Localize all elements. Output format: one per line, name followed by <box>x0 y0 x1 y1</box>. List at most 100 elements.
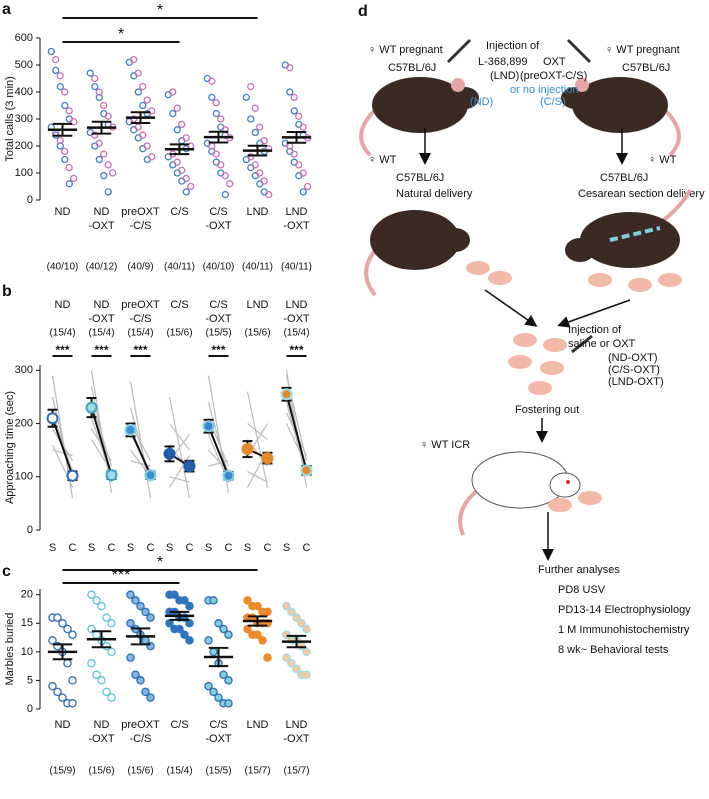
data-point <box>253 630 262 639</box>
no-injection-group: (ND) <box>470 96 493 108</box>
y-tick-label: 600 <box>15 32 33 44</box>
mean-point <box>261 452 274 465</box>
data-point <box>65 180 73 188</box>
x-tick-label: S <box>244 542 251 554</box>
x-tick-label: LND -OXT <box>283 719 310 745</box>
data-point <box>178 120 186 129</box>
individual-line <box>130 460 151 467</box>
data-point <box>221 126 229 134</box>
n-label: (15/6) <box>88 766 114 777</box>
data-point <box>68 699 77 708</box>
individual-line <box>285 402 308 477</box>
diagram: d ♀ WT pregnant C57BL/6J ♀ WT pregnant C… <box>358 3 705 656</box>
y-axis-title: Marbles buried <box>4 613 16 686</box>
data-point <box>185 619 194 628</box>
x-tick-label: C/S -OXT <box>205 206 232 232</box>
significance-label: *** <box>133 343 147 357</box>
data-point <box>221 172 229 180</box>
significance-label: * <box>157 554 163 571</box>
group-label: LND -OXT <box>283 299 310 325</box>
data-point <box>53 687 62 697</box>
y-axis-title: Approaching time (sec) <box>4 391 16 504</box>
data-point <box>286 88 294 96</box>
data-point <box>226 180 234 188</box>
data-point <box>251 104 259 112</box>
n-label: (40/11) <box>281 262 312 273</box>
data-point <box>180 596 189 605</box>
data-point <box>260 177 268 185</box>
individual-line <box>169 476 190 483</box>
group-label: preOXT -C/S <box>121 299 160 325</box>
data-point <box>290 150 298 158</box>
individual-line <box>207 402 230 477</box>
group-label: ND <box>55 299 71 311</box>
group-label: LND <box>246 299 268 311</box>
y-tick-label: 300 <box>15 364 33 376</box>
data-point <box>256 123 264 131</box>
individual-line <box>208 460 229 467</box>
data-point <box>302 670 311 679</box>
data-point <box>282 653 291 662</box>
data-point <box>295 112 303 120</box>
arrow <box>557 299 631 328</box>
data-point <box>304 182 312 191</box>
data-point <box>104 112 112 120</box>
mean-point <box>124 423 137 436</box>
data-point <box>204 636 213 645</box>
x-tick-label: S <box>127 542 134 554</box>
pup-injection-group: (ND-OXT) <box>608 352 658 364</box>
x-tick-label: C <box>69 542 77 554</box>
data-point <box>58 619 67 628</box>
data-point <box>251 128 259 137</box>
x-tick-label: ND -OXT <box>88 206 115 232</box>
mother-label: ♀ WT <box>648 154 677 166</box>
n-label: (15/6) <box>244 328 270 339</box>
mean-point <box>280 388 293 401</box>
y-tick-label: 15 <box>21 617 33 629</box>
data-point <box>56 72 64 80</box>
data-point <box>287 607 296 617</box>
data-point <box>61 155 69 164</box>
data-point <box>148 153 156 161</box>
n-label: (15/4) <box>166 766 192 777</box>
data-point <box>295 161 303 169</box>
syringe <box>566 38 592 64</box>
data-point <box>126 619 135 628</box>
data-point <box>107 647 116 657</box>
n-label: (15/4) <box>49 328 75 339</box>
data-point <box>95 155 103 164</box>
mean-point <box>183 460 196 473</box>
data-point <box>130 55 138 64</box>
significance-label: *** <box>55 343 69 357</box>
data-point <box>48 681 57 691</box>
mean-point <box>202 420 215 433</box>
n-label: (40/12) <box>86 262 118 273</box>
x-tick-label: C <box>108 542 116 554</box>
data-point <box>136 601 145 611</box>
dam-strain: C57BL/6J <box>622 62 670 74</box>
x-tick-label: S <box>166 542 173 554</box>
data-point <box>68 676 77 685</box>
group-label: C/S -OXT <box>205 299 232 325</box>
data-point <box>182 134 190 142</box>
n-label: (15/9) <box>49 766 75 777</box>
data-point <box>209 647 218 657</box>
y-tick-label: 10 <box>21 646 33 658</box>
data-point <box>212 109 220 118</box>
data-point <box>92 670 101 679</box>
mother-strain: C57BL/6J <box>600 172 648 184</box>
data-point <box>68 630 77 639</box>
data-point <box>260 136 268 145</box>
y-tick-label: 500 <box>15 59 33 71</box>
mother-label: ♀ WT <box>368 154 397 166</box>
x-tick-label: LND -OXT <box>283 206 310 232</box>
data-point <box>187 182 195 191</box>
mean-point <box>144 469 157 482</box>
data-point <box>217 115 225 123</box>
data-point <box>185 636 194 645</box>
dam-strain: C57BL/6J <box>388 62 436 74</box>
x-tick-label: C/S <box>170 206 188 218</box>
data-point <box>287 659 296 668</box>
panel-label: a <box>2 1 11 18</box>
data-point <box>100 101 108 110</box>
